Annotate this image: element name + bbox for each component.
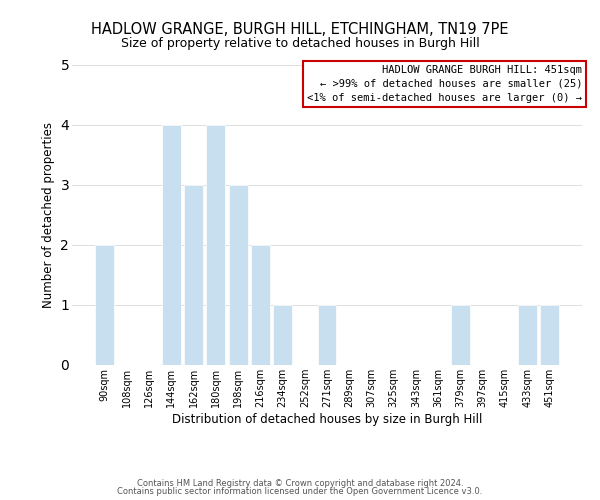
- Y-axis label: Number of detached properties: Number of detached properties: [42, 122, 55, 308]
- Text: Contains HM Land Registry data © Crown copyright and database right 2024.: Contains HM Land Registry data © Crown c…: [137, 478, 463, 488]
- Bar: [95, 245, 114, 365]
- Text: HADLOW GRANGE, BURGH HILL, ETCHINGHAM, TN19 7PE: HADLOW GRANGE, BURGH HILL, ETCHINGHAM, T…: [91, 22, 509, 38]
- Bar: [273, 305, 292, 365]
- Bar: [206, 125, 225, 365]
- Bar: [540, 305, 559, 365]
- Text: Size of property relative to detached houses in Burgh Hill: Size of property relative to detached ho…: [121, 38, 479, 51]
- Bar: [184, 185, 203, 365]
- Bar: [162, 125, 181, 365]
- Bar: [317, 305, 337, 365]
- Bar: [518, 305, 536, 365]
- Bar: [451, 305, 470, 365]
- Bar: [229, 185, 248, 365]
- Text: HADLOW GRANGE BURGH HILL: 451sqm
← >99% of detached houses are smaller (25)
<1% : HADLOW GRANGE BURGH HILL: 451sqm ← >99% …: [307, 65, 582, 103]
- Text: Contains public sector information licensed under the Open Government Licence v3: Contains public sector information licen…: [118, 488, 482, 496]
- X-axis label: Distribution of detached houses by size in Burgh Hill: Distribution of detached houses by size …: [172, 413, 482, 426]
- Bar: [251, 245, 270, 365]
